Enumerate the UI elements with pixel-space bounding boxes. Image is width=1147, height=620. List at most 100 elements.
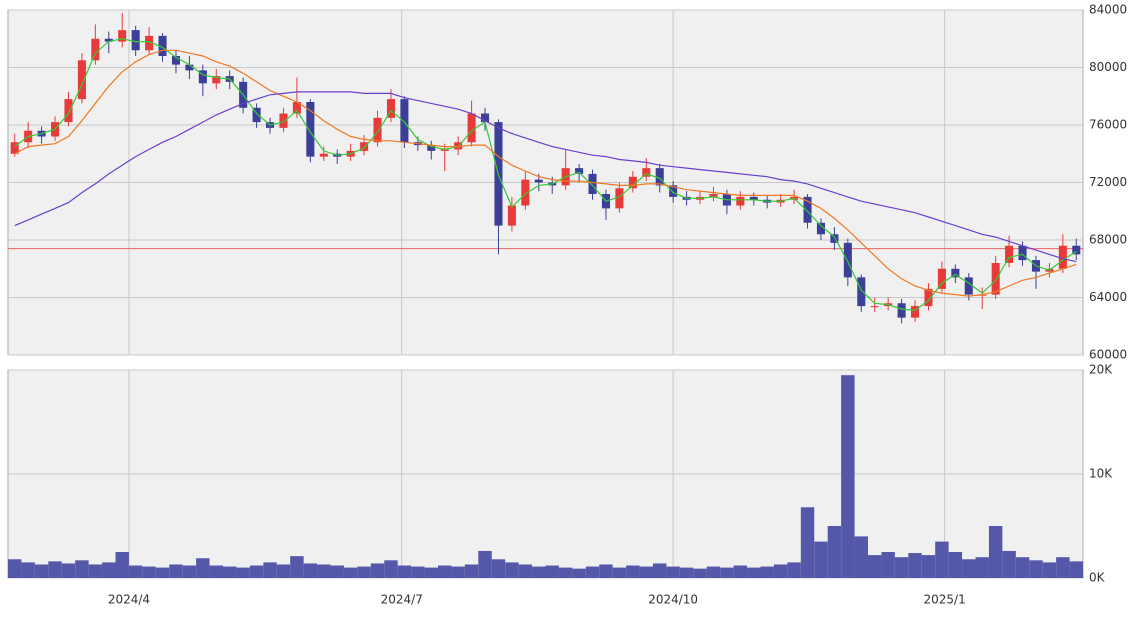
- volume-bar: [357, 566, 371, 578]
- volume-bar: [1015, 557, 1030, 578]
- volume-bar: [75, 560, 89, 578]
- volume-bar: [424, 567, 438, 578]
- volume-bar: [1056, 557, 1070, 578]
- candle-body: [615, 188, 624, 209]
- y-tick-label: 76000: [1089, 118, 1127, 132]
- volume-bar: [706, 566, 721, 578]
- volume-tick-label: 10K: [1089, 467, 1113, 481]
- volume-bar: [1029, 560, 1043, 578]
- volume-bar: [102, 562, 116, 578]
- candle-body: [642, 168, 651, 177]
- volume-bar: [881, 552, 895, 578]
- volume-bar: [128, 565, 143, 578]
- volume-bar: [290, 556, 304, 578]
- volume-bar: [787, 562, 801, 578]
- candle-body: [10, 142, 19, 154]
- candle-body: [937, 268, 946, 289]
- candle-body: [360, 142, 369, 151]
- volume-bar: [626, 565, 640, 578]
- candle-body: [467, 113, 476, 143]
- volume-bar: [679, 567, 694, 578]
- x-tick-label: 2024/10: [648, 593, 698, 607]
- volume-bar: [988, 526, 1003, 578]
- candle-body: [427, 145, 436, 151]
- candle-body: [951, 268, 960, 278]
- volume-bar: [518, 564, 533, 578]
- candle-body: [145, 35, 154, 51]
- volume-bar: [330, 565, 344, 578]
- volume-bar: [464, 564, 479, 578]
- volume-bar: [599, 564, 613, 578]
- volume-bar: [760, 566, 774, 578]
- candle-body: [507, 205, 516, 226]
- volume-bar: [196, 558, 210, 578]
- volume-bar: [1042, 562, 1057, 578]
- y-tick-label: 80000: [1089, 60, 1127, 74]
- volume-bar: [773, 564, 788, 578]
- candle-body: [1018, 245, 1027, 261]
- candle-body: [588, 173, 597, 194]
- volume-bar: [908, 553, 922, 578]
- candle-body: [521, 179, 530, 206]
- volume-bar: [666, 566, 680, 578]
- candle-body: [803, 196, 812, 223]
- volume-bar: [814, 541, 828, 578]
- volume-bar: [868, 555, 882, 578]
- volume-bar: [115, 552, 129, 578]
- candle-body: [91, 38, 100, 61]
- volume-bar: [155, 567, 170, 578]
- volume-bar: [1069, 561, 1083, 578]
- volume-bar: [370, 563, 385, 578]
- candle-body: [386, 99, 395, 118]
- candle-body: [373, 117, 382, 143]
- candle-body: [830, 234, 839, 243]
- moving-average-line: [14, 38, 1077, 312]
- volume-tick-label: 20K: [1089, 363, 1113, 377]
- candle-body: [1072, 245, 1081, 255]
- x-tick-label: 2024/7: [381, 593, 423, 607]
- volume-bar: [169, 564, 183, 578]
- candle-body: [575, 168, 584, 174]
- x-tick-label: 2024/4: [108, 593, 150, 607]
- candle-body: [843, 242, 852, 278]
- candle-body: [131, 30, 140, 51]
- volume-bar: [21, 562, 35, 578]
- candle-body: [1005, 245, 1014, 263]
- candle-body: [185, 64, 194, 71]
- candle-body: [440, 149, 449, 151]
- volume-bar: [236, 567, 250, 578]
- volume-bar: [894, 557, 909, 578]
- candle-body: [400, 99, 409, 143]
- candle-body: [816, 222, 825, 235]
- candle-body: [77, 60, 86, 100]
- volume-bar: [249, 565, 264, 578]
- volume-bar: [585, 566, 600, 578]
- volume-bar: [438, 565, 452, 578]
- candle-body: [964, 277, 973, 295]
- volume-bar: [921, 555, 936, 578]
- volume-bar: [384, 560, 398, 578]
- volume-bar: [747, 567, 761, 578]
- volume-bar: [841, 375, 855, 578]
- volume-bar: [612, 567, 627, 578]
- candle-body: [669, 185, 678, 197]
- candle-body: [306, 102, 315, 157]
- candle-body: [911, 306, 920, 318]
- volume-bar: [182, 565, 197, 578]
- volume-bar: [478, 550, 492, 578]
- candle-body: [198, 70, 207, 84]
- volume-tick-label: 0K: [1089, 571, 1106, 585]
- candle-body: [171, 56, 180, 65]
- volume-bar: [720, 567, 734, 578]
- volume-bar: [532, 566, 546, 578]
- volume-bar: [505, 562, 519, 578]
- candle-body: [481, 113, 490, 123]
- volume-bar: [733, 565, 748, 578]
- candle-body: [870, 306, 879, 308]
- candle-body: [319, 153, 328, 157]
- volume-bar: [223, 566, 237, 578]
- volume-bar: [411, 566, 425, 578]
- volume-bar: [975, 557, 989, 578]
- volume-bar: [48, 561, 62, 578]
- candle-body: [104, 38, 113, 42]
